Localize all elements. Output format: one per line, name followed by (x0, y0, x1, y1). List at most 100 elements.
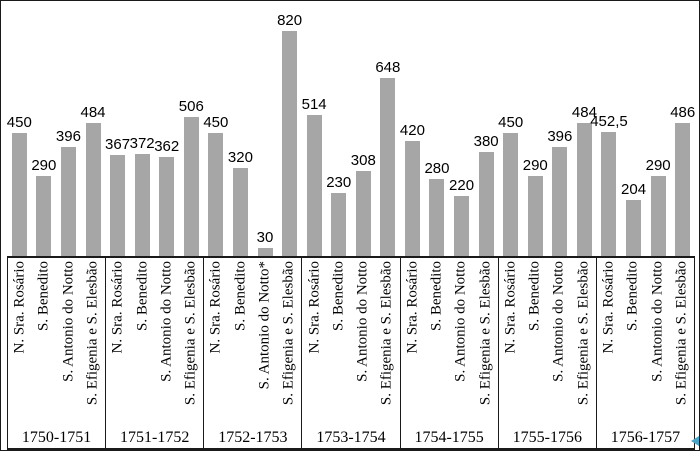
category-label-slot: S. Benedito (32, 258, 56, 428)
category-label-slot: S. Benedito (327, 258, 351, 428)
bar (232, 168, 248, 256)
bar (110, 155, 126, 256)
bar (257, 248, 273, 256)
bar (650, 176, 666, 256)
bar-value-label: 820 (277, 12, 303, 29)
bar-value-label: 514 (301, 96, 327, 113)
bar-value-label: 372 (129, 135, 155, 152)
period-label: 1755-1756 (512, 429, 582, 446)
category-label: N. Sra. Rosário (600, 261, 617, 354)
bar (675, 123, 691, 256)
bar (380, 78, 396, 256)
bar-value-label: 230 (326, 174, 352, 191)
category-label-slot: S. Efigenia e S. Elesbão (670, 258, 694, 428)
category-label: S. Antonio do Notto (649, 261, 666, 382)
bar-value-label: 486 (670, 104, 696, 121)
category-label: N. Sra. Rosário (502, 261, 519, 354)
bar-value-label: 450 (6, 114, 32, 131)
category-label: S. Efigenia e S. Elesbão (84, 261, 101, 406)
bar-value-label: 450 (498, 114, 524, 131)
category-label: S. Benedito (428, 261, 445, 331)
bar-slot: 220 (449, 1, 474, 256)
bar-value-label: 290 (31, 157, 57, 174)
category-label: S. Benedito (35, 261, 52, 331)
category-group: N. Sra. Rosário S. Benedito S. Antonio do … (302, 258, 401, 448)
category-label-slot: N. Sra. Rosário (302, 258, 326, 428)
period-label: 1756-1757 (610, 429, 681, 446)
bar-slot: 514 (302, 1, 327, 256)
bar (552, 147, 568, 256)
category-label-slot: N. Sra. Rosário (8, 258, 32, 428)
bar (159, 157, 175, 256)
blue-left-arrow-icon (691, 436, 699, 446)
bar-value-label: 367 (105, 136, 131, 153)
bar (576, 123, 592, 256)
bar (282, 31, 298, 256)
bar-group: 450 320 30 820 (203, 1, 303, 256)
bar-slot: 396 (547, 1, 572, 256)
category-label: S. Efigenia e S. Elesbão (182, 261, 199, 406)
category-label-slot: S. Antonio do Notto (57, 258, 81, 428)
category-label: N. Sra. Rosário (11, 261, 28, 354)
bar-slot: 230 (326, 1, 351, 256)
bar-slot: 484 (81, 1, 106, 256)
bar-value-label: 420 (399, 122, 425, 139)
bar-value-label: 220 (449, 177, 475, 194)
bar (503, 133, 519, 256)
category-label: S. Antonio do Notto (452, 261, 469, 382)
category-label: S. Benedito (232, 261, 249, 331)
category-group: N. Sra. Rosário S. Benedito S. Antonio do … (7, 258, 107, 448)
bar-slot: 204 (621, 1, 646, 256)
bar-value-label: 484 (571, 104, 597, 121)
category-label-row: N. Sra. Rosário S. Benedito S. Antonio do … (204, 258, 301, 428)
bar-value-label: 204 (621, 181, 647, 198)
bar (134, 154, 150, 256)
bar (208, 133, 224, 256)
bar-value-label: 362 (154, 138, 180, 155)
category-label-slot: N. Sra. Rosário (204, 258, 228, 428)
bar-group: 514 230 308 648 (302, 1, 400, 256)
bar-value-label: 484 (80, 104, 106, 121)
bar-slot: 320 (228, 1, 253, 256)
bar-group: 450 290 396 484 (498, 1, 597, 256)
category-label: N. Sra. Rosário (109, 261, 126, 354)
bar-slot: 420 (400, 1, 425, 256)
period-label: 1751-1752 (120, 429, 190, 446)
bar-slot: 486 (670, 1, 695, 256)
bar-group: 420 280 220 380 (400, 1, 499, 256)
category-label-slot: S. Antonio do Notto (351, 258, 375, 428)
category-label: N. Sra. Rosário (404, 261, 421, 354)
bar (429, 179, 445, 256)
category-label-slot: S. Benedito (229, 258, 253, 428)
bar (183, 117, 199, 256)
category-label: N. Sra. Rosário (207, 261, 224, 354)
bar-slot: 450 (7, 1, 32, 256)
category-label: S. Benedito (624, 261, 641, 331)
bar-slot: 290 (646, 1, 671, 256)
bar-group: 452,5 204 290 486 (590, 1, 695, 256)
category-label-slot: S. Antonio do Notto (645, 258, 669, 428)
bar (331, 193, 347, 256)
category-label-slot: N. Sra. Rosário (401, 258, 425, 428)
category-label: S. Efigenia e S. Elesbão (575, 261, 592, 406)
bar-value-label: 450 (203, 114, 229, 131)
category-label-slot: S. Efigenia e S. Elesbão (81, 258, 105, 428)
axis-area: N. Sra. Rosário S. Benedito S. Antonio do … (7, 256, 695, 450)
period-label: 1753-1754 (316, 429, 386, 446)
bar-slot: 452,5 (590, 1, 628, 256)
bar (60, 147, 76, 256)
category-label-slot: S. Benedito (425, 258, 449, 428)
bar-slot: 290 (31, 1, 57, 256)
category-label-row: N. Sra. Rosário S. Benedito S. Antonio do … (106, 258, 203, 428)
category-label-slot: S. Benedito (523, 258, 547, 428)
bar (36, 176, 52, 256)
category-label-slot: S. Efigenia e S. Elesbão (277, 258, 301, 428)
bar (626, 200, 642, 256)
chart-frame: 450 290 396 484 367 372 362 506 450 320 30 820 514 23… (7, 1, 695, 450)
period-label: 1750-1751 (21, 429, 92, 446)
category-label-slot: S. Antonio do Notto (449, 258, 473, 428)
bar (306, 115, 322, 256)
category-label: S. Antonio do Notto (60, 261, 77, 382)
bar-slot: 372 (130, 1, 155, 256)
